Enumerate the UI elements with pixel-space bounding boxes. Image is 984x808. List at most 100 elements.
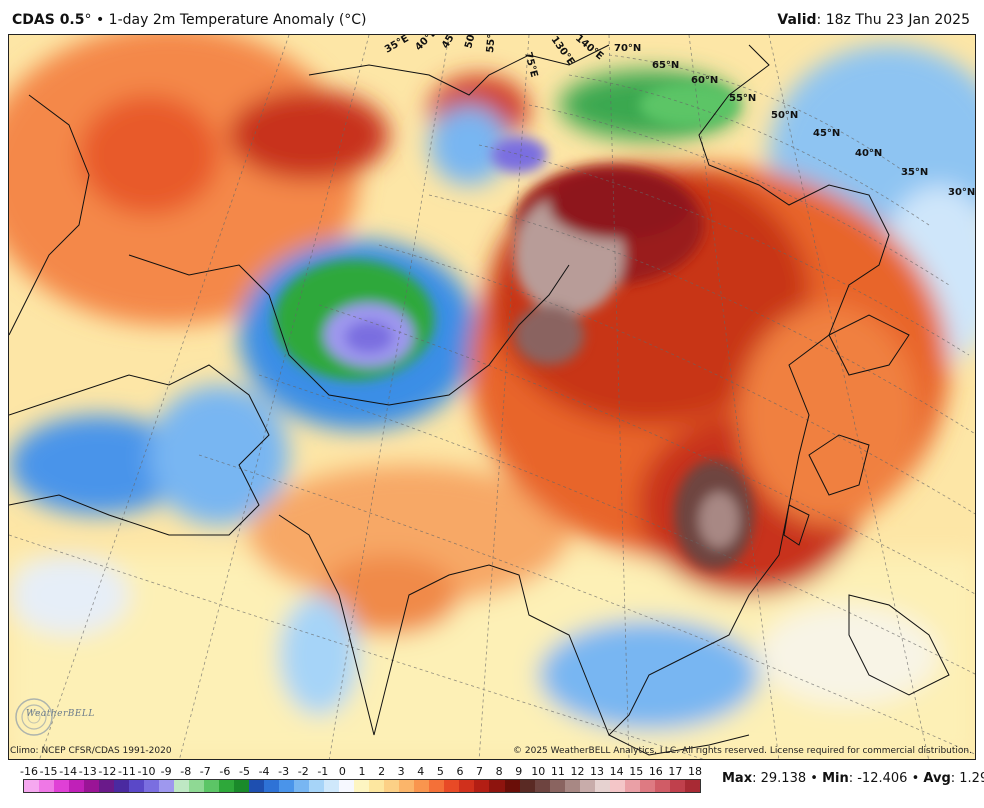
colorbar-tick-label: 13 [590, 765, 605, 778]
colorbar-cell [459, 780, 475, 792]
valid-label: Valid [777, 12, 817, 28]
colorbar-cell [429, 780, 445, 792]
colorbar-tick-label: 11 [550, 765, 565, 778]
colorbar-tick-label: -14 [59, 765, 78, 778]
colorbar-cell [684, 780, 700, 792]
colorbar-tick-label: -11 [117, 765, 136, 778]
colorbar-tick-label: -1 [317, 765, 329, 778]
latitude-labels: 70°N 65°N 60°N 55°N 50°N 45°N 40°N 35°N … [614, 43, 975, 198]
colorbar-tick-label: 4 [417, 765, 425, 778]
colorbar-cell [54, 780, 70, 792]
valid-value: : 18z Thu 23 Jan 2025 [816, 12, 970, 28]
lat-label-45: 45°N [813, 128, 840, 139]
colorbar-cell [174, 780, 190, 792]
lat-label-70: 70°N [614, 43, 641, 54]
colorbar-tick-label: -4 [258, 765, 270, 778]
colorbar-cell [384, 780, 400, 792]
colorbar-tick-label: 18 [688, 765, 702, 778]
colorbar-cell [279, 780, 295, 792]
colorbar-cell [369, 780, 385, 792]
colorbar-cell [144, 780, 160, 792]
colorbar-tick-label: 14 [609, 765, 624, 778]
colorbar-cell [624, 780, 640, 792]
lat-label-40: 40°N [855, 148, 882, 159]
colorbar-tick-label: -10 [137, 765, 156, 778]
colorbar-cell [489, 780, 505, 792]
colorbar-tick-label: 1 [358, 765, 366, 778]
colorbar-cell [504, 780, 520, 792]
map-title: CDAS 0.5° • 1-day 2m Temperature Anomaly… [12, 12, 367, 28]
colorbar-tick-label: 8 [495, 765, 503, 778]
lat-label-30: 30°N [948, 187, 975, 198]
avg-value: : 1.294 [950, 771, 984, 786]
lat-label-35: 35°N [901, 167, 928, 178]
anomaly-field [9, 35, 975, 759]
map-stats: Max: 29.138 • Min: -12.406 • Avg: 1.294 [722, 771, 984, 786]
colorbar-cell [474, 780, 490, 792]
colorbar-tick-label: -2 [297, 765, 309, 778]
colorbar-tick-label: -16 [20, 765, 38, 778]
colorbar-cell [99, 780, 115, 792]
colorbar-cell [264, 780, 280, 792]
colorbar-tick-label: 12 [570, 765, 585, 778]
colorbar-cell [414, 780, 430, 792]
logo-swirl-icon [15, 698, 53, 736]
colorbar-cell [204, 780, 220, 792]
logo-text: WeatherBELL [26, 709, 95, 719]
colorbar-cell [669, 780, 685, 792]
colorbar-cell [84, 780, 100, 792]
min-value: : -12.406 [848, 771, 908, 786]
anomaly-map[interactable]: 70°N 65°N 60°N 55°N 50°N 45°N 40°N 35°N … [8, 34, 976, 760]
colorbar-cell [354, 780, 370, 792]
max-label: Max [722, 771, 753, 786]
climo-note: Climo: NCEP CFSR/CDAS 1991-2020 [10, 746, 172, 756]
colorbar-tick-label: 3 [397, 765, 405, 778]
lat-label-55: 55°N [729, 93, 756, 104]
colorbar-cell [234, 780, 250, 792]
colorbar-cell [339, 780, 355, 792]
model-name: CDAS 0.5 [12, 12, 85, 28]
colorbar-tick-label: -5 [238, 765, 250, 778]
colorbar-cell [654, 780, 670, 792]
max-value: : 29.138 [752, 771, 807, 786]
degree-symbol: ° [84, 12, 92, 28]
colorbar-cell [639, 780, 655, 792]
colorbar-cell [189, 780, 205, 792]
colorbar-cell [564, 780, 580, 792]
header: CDAS 0.5° • 1-day 2m Temperature Anomaly… [0, 0, 984, 34]
colorbar-tick-label: 15 [629, 765, 644, 778]
colorbar-tick-label: -7 [199, 765, 211, 778]
colorbar-cell [114, 780, 130, 792]
colorbar-cell [249, 780, 265, 792]
copyright-note: © 2025 WeatherBELL Analytics, LLC. All r… [513, 746, 972, 756]
lat-label-65: 65°N [652, 60, 679, 71]
colorbar-tick-label: -13 [78, 765, 97, 778]
colorbar-cell [159, 780, 175, 792]
colorbar-cell [594, 780, 610, 792]
colorbar-cell [609, 780, 625, 792]
colorbar-tick-label: 10 [531, 765, 546, 778]
colorbar-cell [549, 780, 565, 792]
colorbar-tick-label: 16 [648, 765, 663, 778]
colorbar-tick-label: -8 [180, 765, 192, 778]
title-separator: • [95, 12, 105, 28]
colorbar-cell [39, 780, 55, 792]
colorbar-tick-label: -6 [219, 765, 231, 778]
colorbar-tick-label: -15 [39, 765, 58, 778]
colorbar-tick-label: 9 [515, 765, 523, 778]
colorbar-tick-label: 7 [476, 765, 484, 778]
colorbar-cell [294, 780, 310, 792]
colorbar: -16 -15 -14 -13 -12 -11 -10 -9 -8 -7 -6 -5 -4 -3 -2 -1 0… [20, 765, 702, 793]
colorbar-tick-label: 6 [456, 765, 464, 778]
colorbar-ticks: -16 -15 -14 -13 -12 -11 -10 -9 -8 -7 -6 -5 -4 -3 -2 -1 0… [20, 765, 702, 779]
lat-label-50: 50°N [771, 110, 798, 121]
colorbar-tick-label: -9 [160, 765, 172, 778]
graticule [9, 35, 975, 759]
valid-time: Valid: 18z Thu 23 Jan 2025 [777, 12, 970, 28]
colorbar-cell [24, 780, 40, 792]
colorbar-cell [519, 780, 535, 792]
lat-label-60: 60°N [691, 75, 718, 86]
weatherbell-logo: WeatherBELL [12, 695, 95, 743]
avg-label: Avg [923, 771, 951, 786]
colorbar-cell [579, 780, 595, 792]
